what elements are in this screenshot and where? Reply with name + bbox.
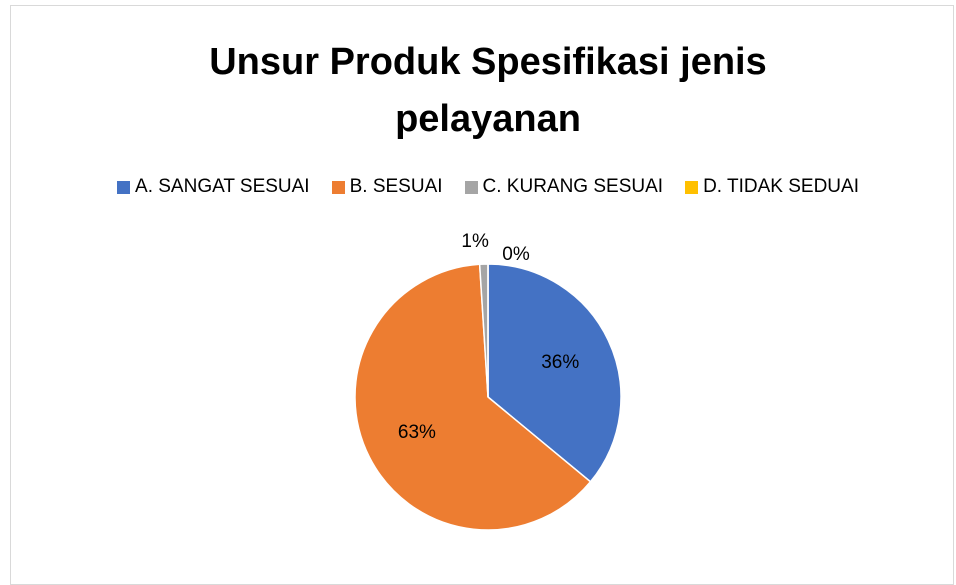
data-label: 63% xyxy=(398,422,436,443)
data-label: 1% xyxy=(461,231,489,252)
chart-title: Unsur Produk Spesifikasi jenis pelayanan xyxy=(209,41,767,140)
legend-label: A. SANGAT SESUAI xyxy=(135,176,310,197)
data-label: 0% xyxy=(502,244,530,265)
data-label: 36% xyxy=(541,352,579,373)
legend: A. SANGAT SESUAI B. SESUAI C. KURANG SESUA… xyxy=(0,176,956,198)
legend-item: D. TIDAK SEDUAI xyxy=(685,176,859,198)
legend-label: B. SESUAI xyxy=(349,176,443,197)
legend-swatch xyxy=(685,180,699,194)
legend-swatch xyxy=(464,180,478,194)
legend-label: D. TIDAK SEDUAI xyxy=(703,176,859,197)
legend-item: A. SANGAT SESUAI xyxy=(117,176,310,198)
pie-slice xyxy=(487,263,622,483)
pie-slice xyxy=(354,263,592,531)
legend-swatch xyxy=(117,180,131,194)
legend-swatch xyxy=(331,180,345,194)
legend-item: B. SESUAI xyxy=(331,176,443,198)
legend-label: C. KURANG SESUAI xyxy=(482,176,664,197)
legend-item: C. KURANG SESUAI xyxy=(464,176,664,198)
